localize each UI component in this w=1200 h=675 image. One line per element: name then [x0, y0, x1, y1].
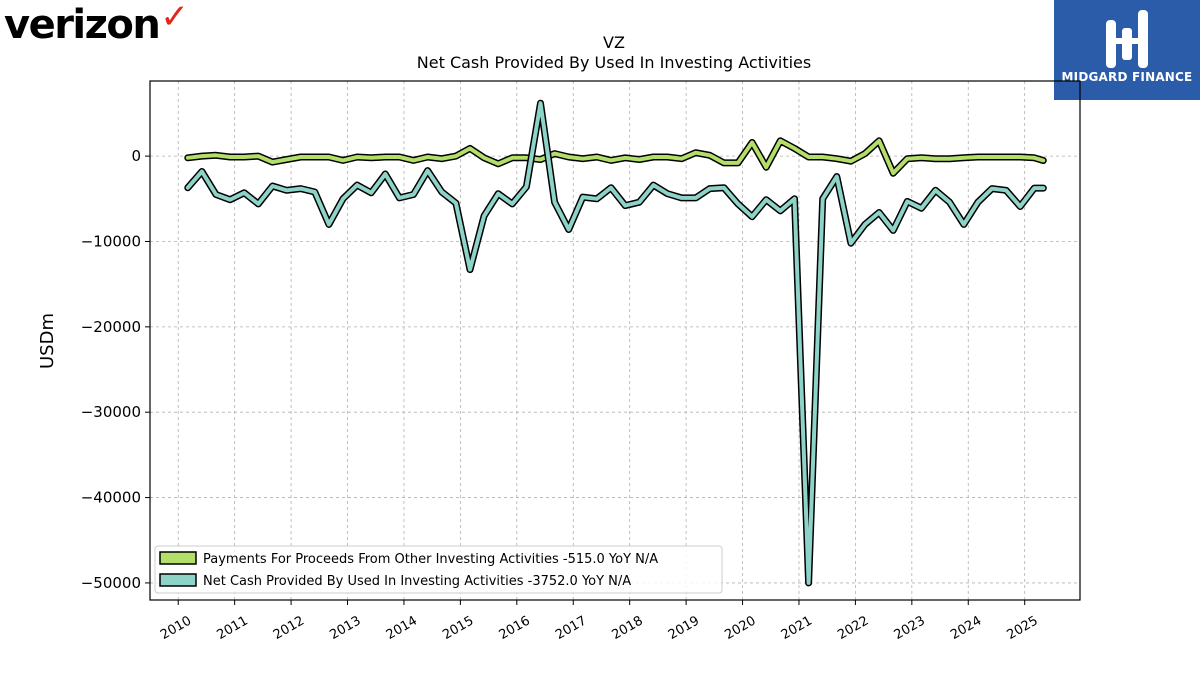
chart-subtitle: Net Cash Provided By Used In Investing A…: [417, 53, 811, 72]
x-tick-label: 2016: [497, 613, 533, 643]
y-tick-label: 0: [131, 147, 141, 165]
y-axis-ticks: 0 −10000 −20000 −30000 −40000 −50000: [81, 147, 150, 592]
provider-logo-icon: [1106, 10, 1148, 68]
x-tick-label: 2021: [779, 613, 815, 643]
x-tick-label: 2020: [722, 613, 758, 643]
legend-swatch-series-1: [159, 551, 197, 565]
legend-label-series-1: Payments For Proceeds From Other Investi…: [203, 552, 658, 567]
x-tick-label: 2017: [553, 613, 589, 643]
y-tick-label: −10000: [81, 232, 141, 250]
legend-box: [154, 545, 723, 594]
x-axis-ticks: 2010 2011 2012 2013 2014 2015 2016 2017 2018 2019…: [158, 600, 1041, 643]
provider-logo: MIDGARD FINANCE: [1054, 0, 1200, 100]
company-logo: verizon✓: [4, 0, 189, 48]
series-2-outline: [184, 99, 1047, 587]
x-tick-label: 2012: [271, 613, 307, 643]
x-tick-label: 2024: [948, 613, 984, 643]
x-tick-label: 2019: [666, 613, 702, 643]
series-2-line: [185, 101, 1046, 585]
legend: Payments For Proceeds From Other Investi…: [154, 545, 723, 594]
company-logo-text: verizon: [4, 2, 161, 48]
x-tick-label: 2015: [440, 613, 476, 643]
company-logo-check: ✓: [160, 0, 189, 37]
plot-area-frame: [149, 80, 1081, 601]
series-1-line: [185, 138, 1046, 176]
x-tick-label: 2018: [610, 613, 646, 643]
x-tick-label: 2011: [214, 613, 250, 643]
y-tick-label: −50000: [81, 574, 141, 592]
x-tick-label: 2013: [327, 613, 363, 643]
legend-swatch-series-2: [159, 573, 197, 587]
x-tick-label: 2023: [892, 613, 928, 643]
series-lines: [184, 99, 1047, 587]
y-tick-label: −40000: [81, 489, 141, 507]
x-tick-label: 2014: [384, 613, 420, 643]
x-tick-label: 2022: [835, 613, 871, 643]
provider-logo-text: MIDGARD FINANCE: [1061, 70, 1193, 84]
x-tick-label: 2025: [1005, 613, 1041, 643]
chart-title: VZ: [603, 33, 625, 52]
legend-label-series-2: Net Cash Provided By Used In Investing A…: [203, 574, 631, 589]
y-axis-label: USDm: [37, 313, 58, 369]
y-tick-label: −20000: [81, 318, 141, 336]
y-tick-label: −30000: [81, 403, 141, 421]
x-tick-label: 2010: [158, 613, 194, 643]
